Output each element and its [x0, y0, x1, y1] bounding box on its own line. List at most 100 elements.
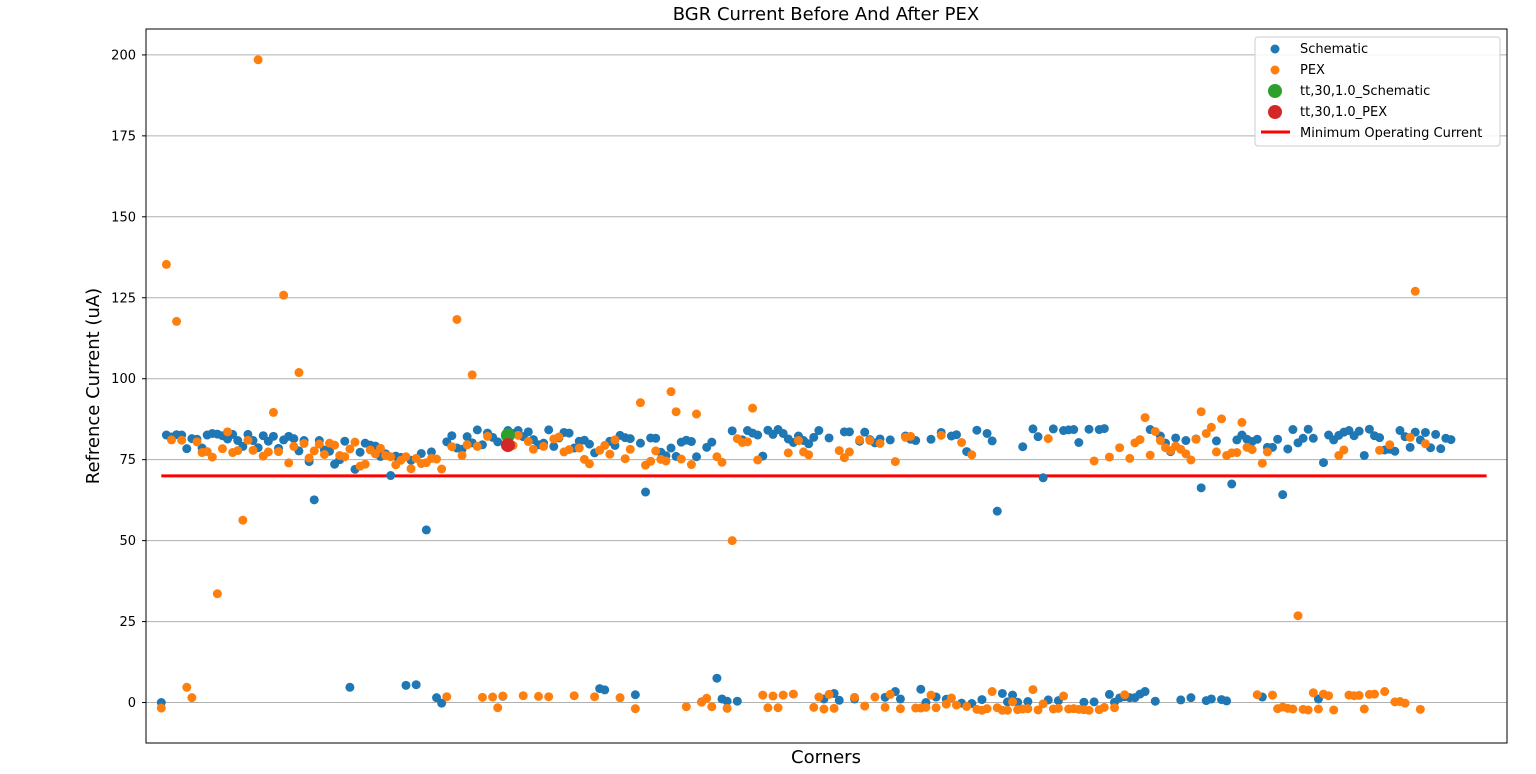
pex-point [727, 536, 737, 546]
schematic-point [926, 434, 936, 444]
pex-point [666, 387, 676, 397]
pex-point [1028, 685, 1038, 695]
schematic-point [834, 695, 844, 705]
pex-point [804, 450, 814, 460]
pex-point [223, 427, 233, 437]
schematic-point [1431, 429, 1441, 439]
pex-point [156, 703, 166, 713]
schematic-point [885, 435, 895, 445]
schematic-point [1308, 433, 1318, 443]
pex-point [1145, 450, 1155, 460]
pex-point [722, 703, 732, 713]
schematic-point [844, 427, 854, 437]
schematic-point [712, 673, 722, 683]
pex-point [243, 435, 253, 445]
pex-point [1084, 705, 1094, 715]
schematic-point [1099, 424, 1109, 434]
pex-point [1201, 428, 1211, 438]
schematic-point [1048, 424, 1058, 434]
pex-point [1288, 704, 1298, 714]
pex-point [788, 689, 798, 699]
schematic-point [951, 430, 961, 440]
pex-point [1181, 449, 1191, 459]
pex-point [661, 456, 671, 466]
y-tick-label: 100 [111, 372, 136, 387]
pex-point [263, 447, 273, 457]
y-tick-label: 150 [111, 210, 136, 225]
pex-point [406, 464, 416, 474]
schematic-point [625, 434, 635, 444]
y-tick-label: 25 [119, 615, 136, 630]
schematic-point [1176, 695, 1186, 705]
pex-point [182, 682, 192, 692]
pex-point [1206, 422, 1216, 432]
schematic-point [824, 433, 834, 443]
legend-label-minimum-current: Minimum Operating Current [1300, 126, 1482, 141]
pex-point [1125, 453, 1135, 463]
schematic-point [426, 447, 436, 457]
pex-point [651, 446, 661, 456]
y-tick-label: 125 [111, 291, 136, 306]
pex-point [314, 439, 324, 449]
schematic-point [182, 444, 192, 454]
legend-marker-schematic [1270, 44, 1280, 54]
pex-point [212, 589, 222, 599]
pex-point [1120, 690, 1130, 700]
pex-point [340, 452, 350, 462]
schematic-point [1023, 697, 1033, 707]
pex-point [809, 702, 819, 712]
pex-point [1303, 705, 1313, 715]
pex-point [493, 703, 503, 713]
pex-point [1415, 704, 1425, 714]
schematic-point [686, 437, 696, 447]
pex-point [161, 259, 171, 269]
pex-point [1038, 699, 1048, 709]
pex-point [814, 692, 824, 702]
schematic-point [411, 680, 421, 690]
pex-point [1359, 704, 1369, 714]
schematic-point [447, 431, 457, 441]
pex-point [1257, 458, 1267, 468]
schematic-point [1278, 490, 1288, 500]
schematic-point [386, 471, 396, 481]
plot-frame [145, 28, 1508, 744]
schematic-point [544, 425, 554, 435]
pex-point [483, 431, 493, 441]
pex-point [1329, 705, 1339, 715]
pex-point [309, 446, 319, 456]
schematic-point [722, 696, 732, 706]
schematic-point [1390, 446, 1400, 456]
pex-point [834, 446, 844, 456]
schematic-point [1288, 425, 1298, 435]
pex-point [824, 689, 834, 699]
pex-point [457, 450, 467, 460]
legend-label-tt-pex: tt,30,1.0_PEX [1300, 105, 1387, 120]
pex-point [432, 454, 442, 464]
schematic-point [692, 452, 702, 462]
pex-point [936, 430, 946, 440]
schematic-point [916, 684, 926, 694]
pex-point [885, 689, 895, 699]
pex-point [635, 398, 645, 408]
pex-point [350, 437, 360, 447]
pex-point [768, 691, 778, 701]
pex-point [1104, 452, 1114, 462]
pex-point [860, 701, 870, 711]
pex-point [518, 691, 528, 701]
schematic-point [1359, 450, 1369, 460]
pex-point [982, 704, 992, 714]
pex-point [676, 454, 686, 464]
y-tick-label: 175 [111, 129, 136, 144]
schematic-point [982, 428, 992, 438]
pex-point [671, 407, 681, 417]
pex-point [513, 430, 523, 440]
pex-point [1033, 705, 1043, 715]
legend-label-pex: PEX [1300, 63, 1325, 78]
pex-point [605, 449, 615, 459]
pex-point [360, 459, 370, 469]
pex-point [467, 370, 477, 380]
schematic-point [860, 427, 870, 437]
schematic-point [1436, 444, 1446, 454]
schematic-point [1298, 433, 1308, 443]
